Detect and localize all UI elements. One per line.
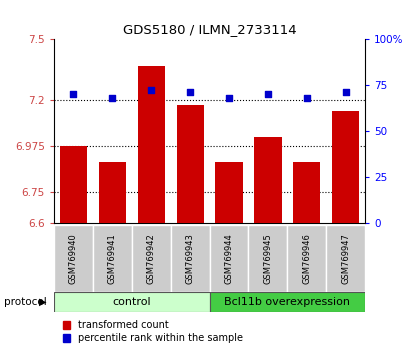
Text: protocol: protocol: [4, 297, 47, 307]
Text: GSM769940: GSM769940: [69, 233, 78, 284]
Bar: [254, 137, 281, 223]
Bar: [215, 162, 243, 223]
Text: GSM769944: GSM769944: [225, 233, 234, 284]
Point: [70, 91, 77, 97]
Text: GSM769941: GSM769941: [108, 233, 117, 284]
Point: [226, 95, 232, 101]
Point: [109, 95, 116, 101]
Bar: [287, 225, 326, 292]
Bar: [326, 225, 365, 292]
Bar: [249, 225, 287, 292]
Text: control: control: [112, 297, 151, 307]
Bar: [293, 162, 320, 223]
Title: GDS5180 / ILMN_2733114: GDS5180 / ILMN_2733114: [123, 23, 296, 36]
Legend: transformed count, percentile rank within the sample: transformed count, percentile rank withi…: [59, 316, 247, 347]
Text: GSM769943: GSM769943: [186, 233, 195, 284]
Point: [148, 88, 154, 93]
Text: GSM769945: GSM769945: [264, 233, 272, 284]
Bar: [54, 292, 210, 312]
Point: [265, 91, 271, 97]
Text: GSM769946: GSM769946: [303, 233, 311, 284]
Bar: [171, 225, 210, 292]
Text: GSM769947: GSM769947: [341, 233, 350, 284]
Point: [187, 90, 193, 95]
Bar: [176, 105, 204, 223]
Text: ▶: ▶: [39, 297, 47, 307]
Point: [303, 95, 310, 101]
Bar: [332, 110, 359, 223]
Bar: [60, 146, 87, 223]
Bar: [54, 225, 93, 292]
Bar: [210, 225, 249, 292]
Bar: [99, 162, 126, 223]
Point: [342, 90, 349, 95]
Bar: [93, 225, 132, 292]
Bar: [138, 65, 165, 223]
Bar: [132, 225, 171, 292]
Bar: [210, 292, 365, 312]
Text: Bcl11b overexpression: Bcl11b overexpression: [225, 297, 350, 307]
Text: GSM769942: GSM769942: [147, 233, 156, 284]
